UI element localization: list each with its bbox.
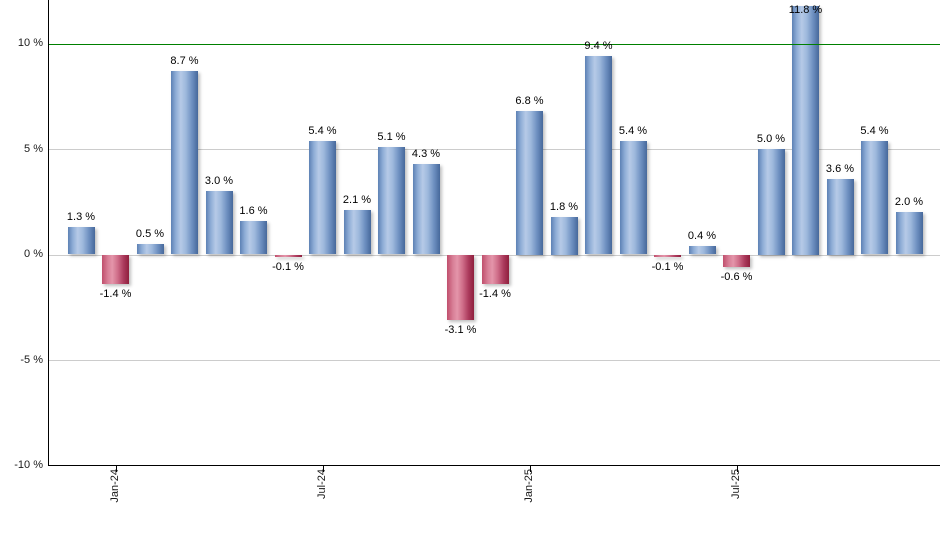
- positive-return-bar: [136, 243, 164, 255]
- y-axis-tick-label: 5 %: [24, 142, 43, 155]
- bar-value-label: 3.6 %: [825, 162, 855, 175]
- positive-return-bar: [309, 140, 336, 255]
- bar-value-label: 2.0 %: [894, 196, 924, 209]
- bar-value-label: 9.4 %: [584, 40, 613, 53]
- x-axis-tick-label: Jan-25: [523, 469, 535, 503]
- x-axis-tick-label: Jul-25: [730, 469, 742, 499]
- positive-return-bar: [757, 149, 785, 255]
- bar-value-label: 5.0 %: [756, 133, 786, 145]
- x-axis-tick: [115, 466, 117, 472]
- positive-return-bar: [240, 220, 267, 255]
- bar-value-label: 1.6 %: [239, 204, 268, 217]
- gridline: [49, 149, 940, 150]
- bar-value-label: 4.3 %: [411, 147, 441, 160]
- bar-value-label: 11.8 %: [788, 4, 823, 16]
- x-axis-tick: [529, 466, 531, 472]
- bar-value-label: -3.1 %: [444, 323, 477, 336]
- negative-return-bar: [654, 254, 681, 257]
- threshold-line-10pct: [49, 43, 940, 45]
- bar-value-label: -1.4 %: [479, 288, 511, 300]
- positive-return-bar: [550, 216, 578, 255]
- bar-value-label: 8.7 %: [170, 54, 199, 67]
- bar-value-label: 2.1 %: [342, 194, 372, 207]
- x-axis-tick-label: Jan-24: [109, 469, 121, 503]
- negative-return-bar: [274, 254, 302, 257]
- positive-return-bar: [826, 178, 854, 255]
- y-axis-tick-label: -5 %: [20, 353, 43, 366]
- y-axis-tick-label: -10 %: [14, 459, 43, 471]
- bar-value-label: 1.3 %: [66, 211, 96, 224]
- positive-return-bar: [516, 111, 543, 255]
- positive-return-bar: [343, 210, 371, 255]
- y-axis-tick-label: 10 %: [17, 37, 43, 49]
- bar-value-label: 5.4 %: [860, 124, 889, 137]
- bar-value-label: 1.8 %: [549, 200, 579, 213]
- negative-return-bar: [481, 254, 509, 284]
- x-axis: [48, 465, 940, 466]
- y-axis: [48, 0, 49, 466]
- positive-return-bar: [792, 5, 819, 255]
- negative-return-bar: [447, 254, 474, 320]
- bar-value-label: 3.0 %: [204, 175, 234, 188]
- bar-value-label: -1.4 %: [99, 288, 132, 300]
- bar-value-label: 6.8 %: [515, 95, 544, 107]
- bar-value-label: 0.4 %: [687, 230, 717, 243]
- x-axis-tick: [736, 466, 738, 472]
- positive-return-bar: [619, 140, 647, 255]
- positive-return-bar: [861, 140, 888, 255]
- positive-return-bar: [171, 70, 198, 255]
- bar-value-label: 0.5 %: [135, 227, 165, 240]
- positive-return-bar: [585, 56, 612, 255]
- y-axis-tick-label: 0 %: [24, 248, 43, 260]
- bar-value-label: -0.1 %: [651, 260, 684, 273]
- bar-value-label: 5.1 %: [377, 130, 406, 143]
- x-axis-tick: [322, 466, 324, 472]
- positive-return-bar: [67, 227, 95, 255]
- bar-value-label: 5.4 %: [618, 124, 648, 137]
- bar-value-label: 5.4 %: [308, 124, 337, 137]
- positive-return-bar: [688, 246, 716, 255]
- negative-return-bar: [102, 254, 129, 284]
- bar-value-label: -0.1 %: [272, 260, 304, 273]
- x-axis-tick-label: Jul-24: [316, 469, 328, 499]
- positive-return-bar: [412, 163, 440, 255]
- positive-return-bar: [895, 212, 923, 255]
- positive-return-bar: [378, 146, 405, 255]
- gridline: [49, 360, 940, 361]
- bar-value-label: -0.6 %: [720, 271, 753, 284]
- negative-return-bar: [723, 254, 750, 268]
- positive-return-bar: [205, 191, 233, 255]
